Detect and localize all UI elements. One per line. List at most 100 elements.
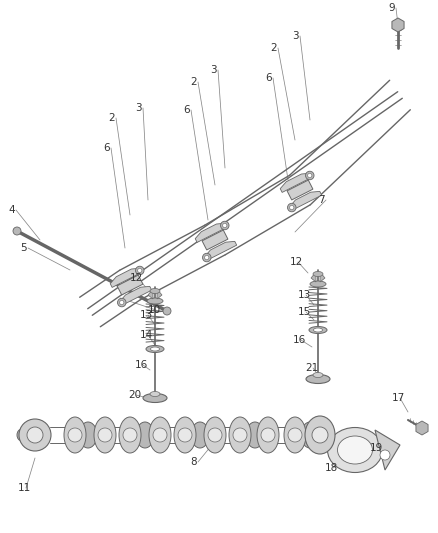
Ellipse shape xyxy=(313,271,323,277)
Text: 20: 20 xyxy=(128,390,141,400)
Text: 2: 2 xyxy=(190,77,197,87)
Circle shape xyxy=(117,298,126,307)
Text: 3: 3 xyxy=(135,103,141,113)
Circle shape xyxy=(138,268,142,272)
Text: 7: 7 xyxy=(318,195,325,205)
Circle shape xyxy=(135,266,144,274)
Polygon shape xyxy=(202,230,228,250)
Polygon shape xyxy=(120,286,152,305)
Ellipse shape xyxy=(204,417,226,453)
Text: 8: 8 xyxy=(190,457,197,467)
Ellipse shape xyxy=(68,428,82,442)
Text: 3: 3 xyxy=(210,65,217,75)
Ellipse shape xyxy=(208,428,222,442)
Ellipse shape xyxy=(301,422,319,448)
Polygon shape xyxy=(287,180,313,200)
Ellipse shape xyxy=(338,436,372,464)
Text: 3: 3 xyxy=(292,31,299,41)
Ellipse shape xyxy=(178,428,192,442)
Ellipse shape xyxy=(284,417,306,453)
Circle shape xyxy=(163,307,171,315)
Circle shape xyxy=(223,223,227,228)
Polygon shape xyxy=(148,289,153,299)
Text: 19: 19 xyxy=(370,443,383,453)
Text: 17: 17 xyxy=(392,393,405,403)
Text: 4: 4 xyxy=(8,205,14,215)
Ellipse shape xyxy=(229,417,251,453)
Ellipse shape xyxy=(313,373,323,377)
Ellipse shape xyxy=(153,428,167,442)
Ellipse shape xyxy=(17,429,27,441)
Circle shape xyxy=(120,301,124,305)
Circle shape xyxy=(307,173,312,177)
Ellipse shape xyxy=(309,327,327,334)
Ellipse shape xyxy=(143,393,167,402)
Text: 15: 15 xyxy=(298,307,311,317)
Text: 6: 6 xyxy=(103,143,110,153)
Ellipse shape xyxy=(149,417,171,453)
Polygon shape xyxy=(195,223,227,243)
Text: 12: 12 xyxy=(130,273,143,283)
Circle shape xyxy=(290,205,294,209)
Polygon shape xyxy=(290,191,321,211)
Text: 18: 18 xyxy=(325,463,338,473)
Ellipse shape xyxy=(233,428,247,442)
Ellipse shape xyxy=(94,417,116,453)
Text: 21: 21 xyxy=(305,363,318,373)
Ellipse shape xyxy=(146,345,164,352)
Text: 13: 13 xyxy=(298,290,311,300)
Circle shape xyxy=(205,255,209,260)
Circle shape xyxy=(202,253,211,262)
Ellipse shape xyxy=(310,281,326,287)
Ellipse shape xyxy=(119,417,141,453)
Ellipse shape xyxy=(257,417,279,453)
Text: 11: 11 xyxy=(18,483,31,493)
Circle shape xyxy=(27,427,43,443)
Ellipse shape xyxy=(261,428,275,442)
Circle shape xyxy=(287,203,296,212)
Circle shape xyxy=(306,171,314,180)
Polygon shape xyxy=(117,275,143,295)
Text: 12: 12 xyxy=(290,257,303,267)
Circle shape xyxy=(19,419,51,451)
Text: 5: 5 xyxy=(20,243,27,253)
Polygon shape xyxy=(392,18,404,32)
Ellipse shape xyxy=(64,417,86,453)
Ellipse shape xyxy=(151,347,159,351)
Ellipse shape xyxy=(314,328,322,332)
Circle shape xyxy=(13,227,21,235)
Polygon shape xyxy=(110,268,142,287)
Ellipse shape xyxy=(246,422,264,448)
Text: 16: 16 xyxy=(293,335,306,345)
Text: 9: 9 xyxy=(388,3,395,13)
Text: 6: 6 xyxy=(265,73,272,83)
Ellipse shape xyxy=(98,428,112,442)
Text: 6: 6 xyxy=(183,105,190,115)
Text: 13: 13 xyxy=(140,310,153,320)
Ellipse shape xyxy=(305,416,335,454)
Polygon shape xyxy=(157,289,162,299)
Text: 14: 14 xyxy=(140,330,153,340)
Polygon shape xyxy=(320,272,325,282)
Text: 2: 2 xyxy=(270,43,277,53)
Polygon shape xyxy=(311,272,316,282)
Text: 2: 2 xyxy=(108,113,115,123)
Ellipse shape xyxy=(147,298,163,304)
Ellipse shape xyxy=(288,428,302,442)
Ellipse shape xyxy=(150,392,160,397)
Circle shape xyxy=(220,221,229,230)
Polygon shape xyxy=(205,241,237,261)
Ellipse shape xyxy=(79,422,97,448)
Ellipse shape xyxy=(150,288,160,294)
Text: 10: 10 xyxy=(148,305,161,315)
Circle shape xyxy=(380,450,390,460)
Ellipse shape xyxy=(312,427,328,443)
Ellipse shape xyxy=(123,428,137,442)
Text: 16: 16 xyxy=(135,360,148,370)
Ellipse shape xyxy=(174,417,196,453)
Ellipse shape xyxy=(306,375,330,384)
Polygon shape xyxy=(280,173,312,192)
Polygon shape xyxy=(375,430,400,470)
Ellipse shape xyxy=(328,427,382,472)
Ellipse shape xyxy=(191,422,209,448)
